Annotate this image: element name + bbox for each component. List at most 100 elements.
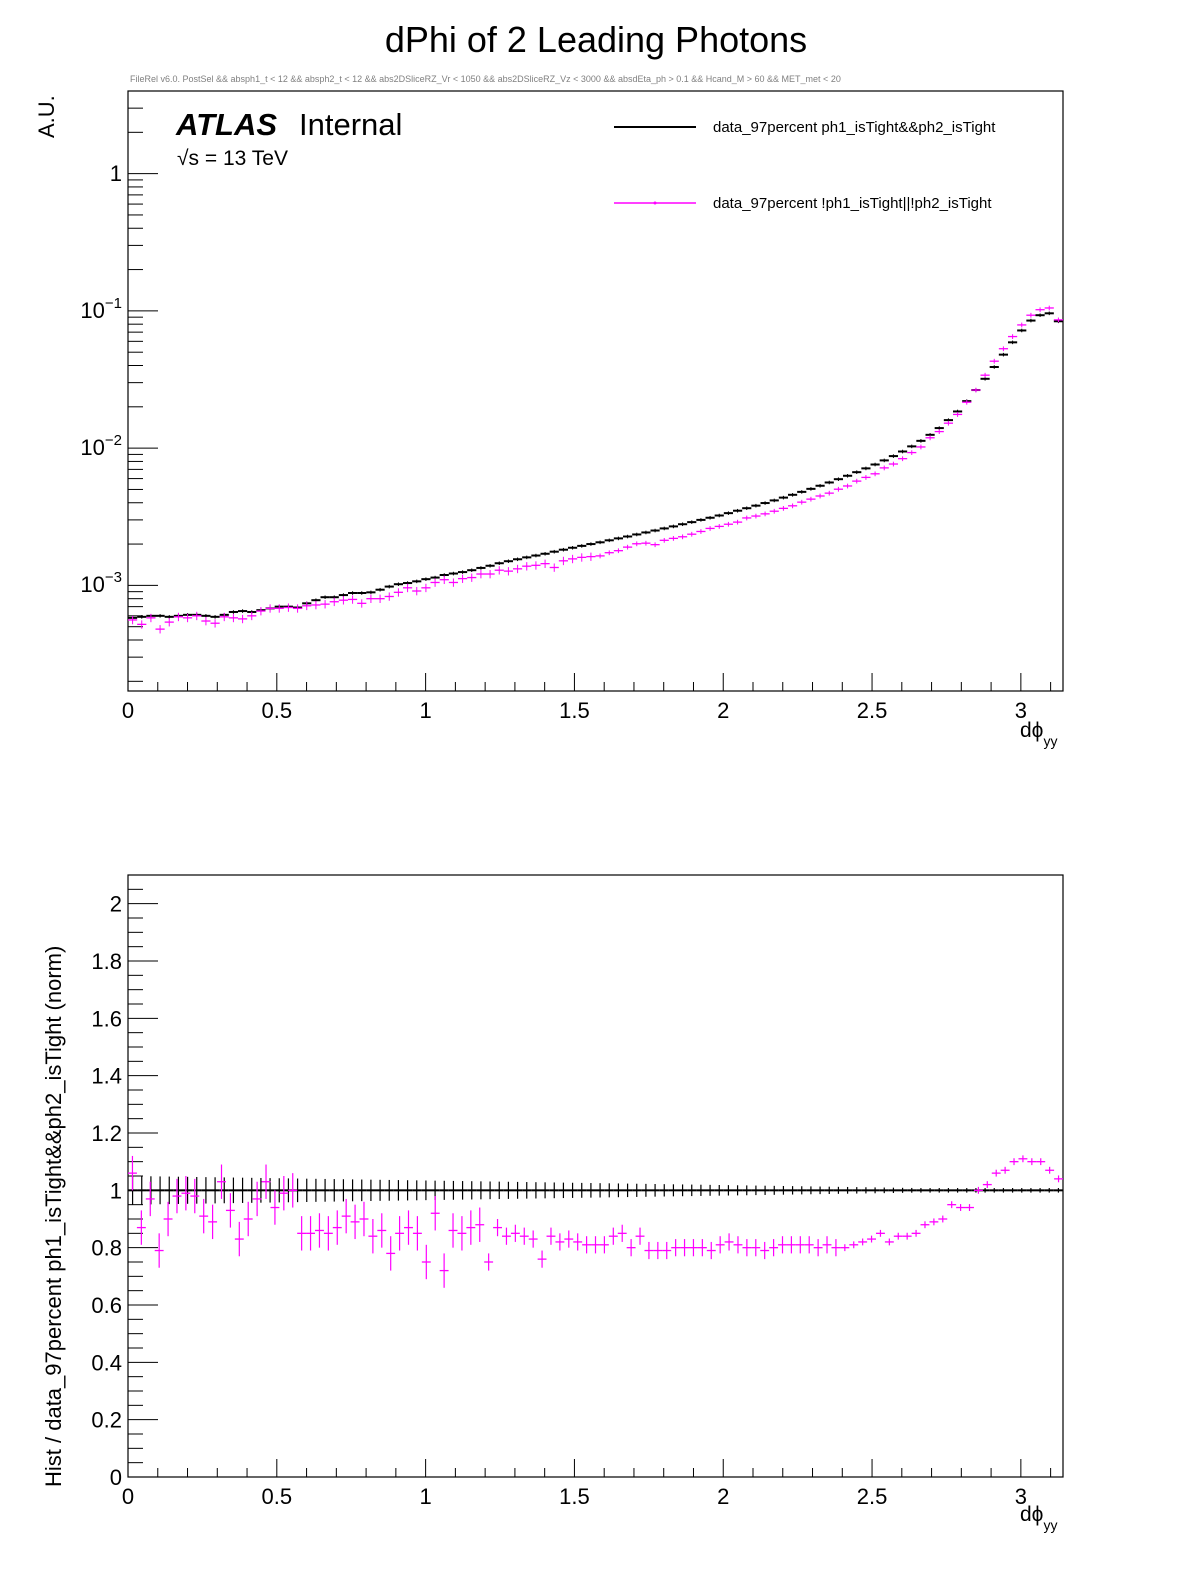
data-point [697, 1239, 707, 1257]
data-point [806, 1186, 816, 1195]
data-point [843, 474, 853, 478]
data-point [943, 420, 953, 426]
data-point [934, 1188, 944, 1193]
data-point [806, 487, 816, 491]
y-tick-label: 2 [110, 892, 122, 917]
data-point [320, 600, 330, 609]
data-point [696, 518, 706, 522]
data-point [733, 1185, 743, 1196]
data-point [403, 1180, 413, 1201]
data-point [421, 583, 431, 593]
data-point [329, 1179, 339, 1202]
data-point [350, 1204, 360, 1240]
data-point [404, 1210, 413, 1245]
data-point [641, 1183, 651, 1197]
data-point [181, 1176, 191, 1211]
data-point [386, 1236, 396, 1271]
x-tick-label: 1 [419, 1484, 431, 1509]
data-point [902, 1232, 912, 1240]
data-point [815, 493, 825, 499]
data-point [991, 1169, 1001, 1177]
data-point [375, 1179, 385, 1201]
data-point [210, 1177, 220, 1204]
data-point [540, 559, 550, 568]
data-point [430, 578, 440, 587]
data-point [733, 1236, 743, 1254]
data-point [778, 506, 788, 511]
data-point [173, 1176, 183, 1204]
data-point [898, 1187, 908, 1193]
data-point [689, 1239, 698, 1257]
data-point [595, 1183, 605, 1198]
data-point [558, 1182, 568, 1199]
data-point [183, 1176, 193, 1204]
x-tick-label: 1.5 [559, 698, 590, 723]
data-point [412, 579, 422, 584]
top-x-label-main: dϕ [1020, 719, 1043, 742]
data-point [861, 475, 871, 480]
data-point [531, 1182, 541, 1199]
data-point [635, 1227, 645, 1245]
data-point [475, 1207, 485, 1242]
data-point [687, 1184, 697, 1197]
data-point [788, 1186, 798, 1195]
data-point [723, 521, 733, 527]
data-point [568, 554, 578, 564]
data-point [929, 1218, 939, 1226]
data-point [1009, 1158, 1019, 1166]
top-series-tight [128, 311, 1063, 620]
data-point [613, 548, 623, 554]
x-tick-label: 3 [1015, 1484, 1027, 1509]
data-point [623, 1183, 633, 1198]
data-point [714, 1184, 724, 1196]
data-point [795, 1236, 805, 1254]
data-point [393, 582, 403, 587]
data-point [549, 563, 559, 572]
data-point [888, 1187, 898, 1194]
data-point [824, 1186, 834, 1194]
data-point [210, 615, 220, 619]
y-tick-label: 0 [110, 1465, 122, 1490]
data-point [833, 477, 843, 481]
data-point [549, 549, 559, 554]
data-point [613, 536, 623, 541]
data-point [714, 513, 724, 518]
data-point [537, 1250, 547, 1268]
data-point [261, 1164, 271, 1199]
data-point [962, 1188, 972, 1193]
data-point [513, 1181, 523, 1199]
data-point [485, 569, 495, 579]
data-point [384, 584, 394, 589]
data-point [659, 537, 669, 543]
data-point [283, 603, 293, 612]
data-point [421, 1244, 431, 1280]
data-point [546, 1227, 556, 1245]
data-point [1000, 1166, 1010, 1174]
data-point [788, 503, 798, 509]
data-point [366, 1179, 376, 1202]
data-point [467, 1181, 477, 1200]
data-point [659, 526, 669, 531]
y-tick-label: 1.8 [91, 949, 122, 974]
data-point [668, 524, 678, 529]
data-point [989, 365, 999, 369]
data-point [898, 456, 908, 462]
data-point [965, 1204, 974, 1211]
data-point [644, 1241, 654, 1260]
data-point [485, 1181, 495, 1200]
data-point [815, 1186, 825, 1195]
data-point [395, 1216, 405, 1251]
top-panel: FileRel v6.0. PostSel && absph1_t < 12 &… [34, 74, 1064, 749]
data-point [503, 559, 513, 564]
data-point [274, 1178, 284, 1203]
data-point [1036, 1158, 1046, 1166]
data-point [604, 538, 614, 543]
data-point [146, 613, 156, 623]
data-point [632, 541, 642, 547]
data-point [494, 561, 504, 566]
x-tick-label: 2.5 [857, 1484, 888, 1509]
x-tick-label: 3 [1015, 698, 1027, 723]
bottom-x-axis-label: dϕyy [1020, 1503, 1057, 1533]
data-point [760, 501, 770, 505]
